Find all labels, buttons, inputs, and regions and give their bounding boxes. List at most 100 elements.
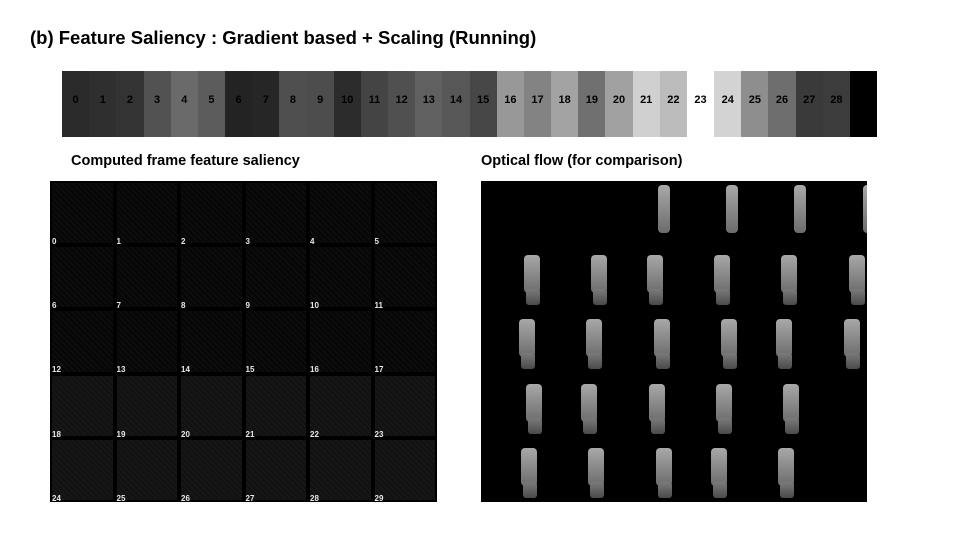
strip-cell: 4 [170, 71, 198, 137]
saliency-frame-tile [374, 375, 435, 436]
saliency-frame-tile [245, 375, 306, 436]
saliency-frame-label: 1 [116, 237, 121, 246]
strip-cell: 20 [605, 71, 633, 137]
saliency-frame-tile [116, 375, 177, 436]
saliency-frame-tile [52, 375, 113, 436]
flow-silhouette [794, 185, 807, 233]
flow-silhouette [581, 383, 598, 422]
strip-cell: 24 [714, 71, 742, 137]
strip-frame-number: 1 [99, 94, 106, 106]
flow-silhouette-leg [657, 481, 672, 498]
saliency-frame-tile [181, 247, 242, 308]
frame-saliency-strip: 0 1 2 3 4 5 6 7 8 9 10 11 12 13 14 15 16 17 18 19 20 21 22 23 24… [62, 71, 878, 137]
saliency-frame-label: 2 [181, 237, 186, 246]
saliency-frame-label: 4 [310, 237, 315, 246]
saliency-frame-tile [374, 311, 435, 372]
strip-cell: 18 [551, 71, 579, 137]
flow-silhouette-leg [588, 353, 603, 370]
strip-cell: 6 [225, 71, 253, 137]
saliency-frame-tile [310, 311, 371, 372]
strip-frame-number: 14 [449, 94, 463, 106]
flow-silhouette-leg [783, 289, 798, 306]
flow-silhouette [591, 255, 608, 294]
saliency-frame-label: 18 [52, 429, 61, 439]
strip-cell: 21 [632, 71, 660, 137]
strip-frame-number: 26 [775, 94, 789, 106]
saliency-frame-label: 21 [245, 429, 255, 439]
saliency-frame-label: 29 [374, 493, 384, 502]
strip-cell: 7 [252, 71, 280, 137]
flow-silhouette [646, 255, 663, 294]
strip-frame-number: 11 [368, 94, 381, 106]
flow-silhouette [653, 319, 670, 358]
strip-cell: 15 [469, 71, 497, 137]
flow-silhouette [778, 447, 795, 486]
figure-title: (b) Feature Saliency : Gradient based + … [30, 27, 537, 48]
saliency-frame-label: 16 [310, 365, 319, 375]
strip-frame-number: 21 [640, 94, 653, 106]
strip-cell: 11 [360, 71, 389, 137]
flow-silhouette-leg [723, 353, 737, 370]
optical-flow-image [481, 181, 867, 502]
flow-silhouette [526, 383, 542, 422]
strip-frame-number: 7 [262, 94, 269, 106]
flow-silhouette [843, 319, 860, 358]
saliency-frame-tile [181, 183, 242, 244]
flow-silhouette [521, 447, 537, 486]
strip-frame-number: 10 [341, 94, 354, 106]
saliency-frame-tile [52, 183, 113, 244]
strip-cell: 19 [578, 71, 606, 137]
strip-cell [849, 71, 878, 137]
saliency-frame-label: 12 [52, 365, 61, 375]
saliency-frame-tile [52, 439, 113, 500]
strip-frame-number: 2 [126, 94, 133, 106]
strip-cell: 16 [496, 71, 524, 137]
saliency-frame-label: 24 [52, 493, 61, 502]
saliency-frame-label: 15 [245, 365, 255, 375]
saliency-frame-tile [116, 183, 177, 244]
saliency-frame-tile [245, 183, 306, 244]
flow-silhouette [848, 255, 865, 294]
strip-cell: 2 [116, 71, 144, 137]
flow-silhouette [726, 185, 738, 233]
strip-cell: 13 [415, 71, 443, 137]
strip-cell: 14 [442, 71, 470, 137]
strip-frame-number: 19 [585, 94, 598, 106]
strip-frame-number: 8 [289, 94, 297, 106]
strip-frame-number: 15 [477, 94, 490, 106]
flow-silhouette-leg [845, 353, 860, 370]
strip-frame-number: 25 [748, 94, 761, 106]
saliency-frame-label: 19 [116, 429, 126, 439]
strip-cell: 0 [62, 71, 90, 137]
strip-frame-number: 12 [395, 94, 408, 106]
flow-silhouette-leg [655, 353, 670, 370]
flow-silhouette-leg [648, 289, 663, 306]
saliency-frame-tile [374, 247, 435, 308]
flow-silhouette [714, 255, 730, 294]
strip-cell: 12 [388, 71, 416, 137]
strip-cell: 9 [306, 71, 334, 137]
saliency-grid-image: 0 1 2 3 4 5 6 7 8 9 10 11 12 13 14 15 16 17 18 19 20 21 22 23 24… [50, 181, 437, 502]
strip-cell: 27 [795, 71, 823, 137]
saliency-frame-tile [116, 439, 177, 500]
strip-cell: 8 [279, 71, 307, 137]
saliency-frame-label: 13 [116, 365, 126, 375]
strip-frame-number: 6 [235, 94, 242, 106]
strip-frame-number: 20 [612, 94, 626, 106]
saliency-frame-label: 9 [245, 301, 250, 311]
saliency-frame-label: 17 [374, 365, 384, 375]
flow-silhouette-leg [583, 417, 598, 434]
strip-cell: 25 [741, 71, 769, 137]
flow-silhouette-leg [850, 289, 865, 306]
saliency-frame-tile [181, 375, 242, 436]
saliency-frame-label: 8 [181, 301, 186, 311]
flow-silhouette [657, 185, 670, 233]
strip-frame-number: 27 [803, 94, 816, 106]
strip-frame-number: 5 [208, 94, 215, 106]
saliency-frame-label: 5 [374, 237, 379, 246]
saliency-frame-label: 26 [181, 493, 190, 502]
flow-silhouette-leg [716, 289, 730, 306]
flow-silhouette [648, 383, 665, 422]
saliency-frame-tile [116, 247, 177, 308]
strip-cell: 5 [197, 71, 226, 137]
